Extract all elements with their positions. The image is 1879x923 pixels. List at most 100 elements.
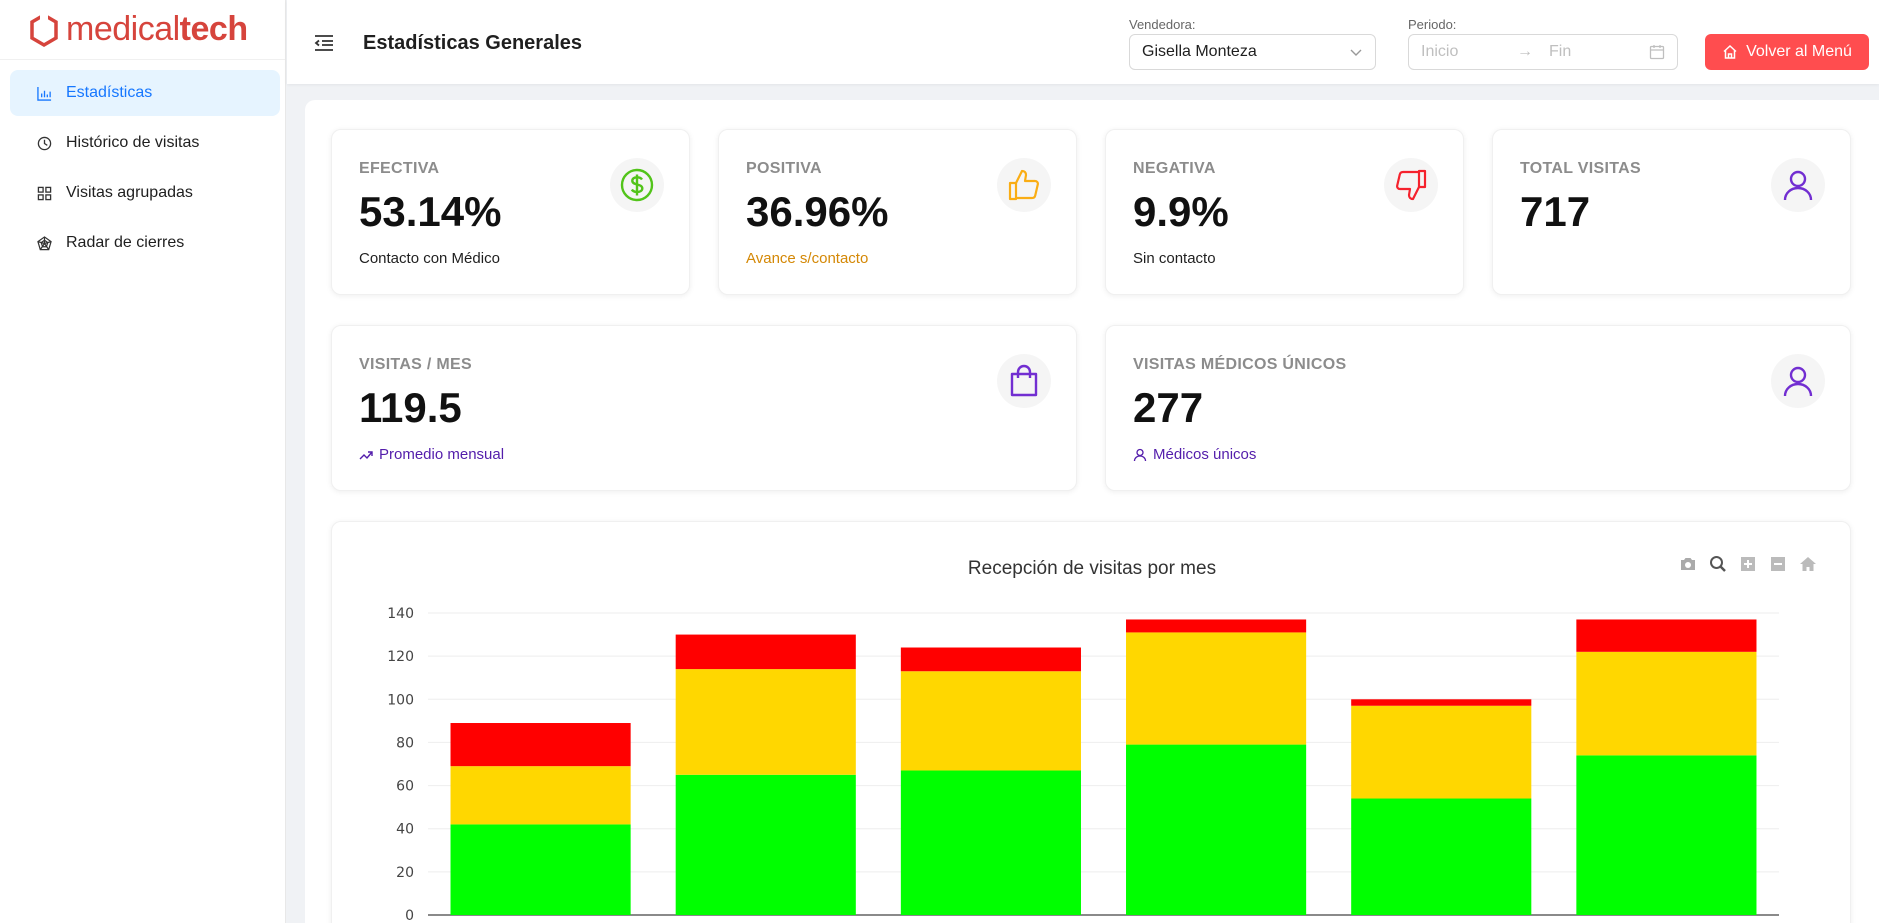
sidebar-item-label: Histórico de visitas [66, 134, 200, 151]
period-end-input[interactable] [1549, 43, 1639, 61]
user-icon [1783, 366, 1813, 397]
calendar-icon[interactable] [1649, 44, 1665, 60]
y-tick-label: 40 [396, 822, 414, 838]
bar-segment-5-1[interactable] [1576, 651, 1757, 756]
chevron-down-icon [1350, 49, 1362, 56]
seller-label: Vendedora: [1129, 17, 1196, 32]
top-header: Estadísticas Generales Vendedora: Gisell… [287, 0, 1879, 84]
thumbs-up-icon [1008, 169, 1039, 201]
chart-toolbar [1678, 554, 1818, 574]
arrow-right-icon: → [1517, 43, 1533, 60]
grid-icon [37, 186, 52, 200]
card-value: 119.5 [359, 384, 462, 431]
home-icon [1723, 44, 1737, 59]
bar-segment-0-1[interactable] [450, 766, 631, 825]
sidebar-item-historico[interactable]: Histórico de visitas [10, 120, 280, 166]
period-start-input[interactable] [1421, 43, 1511, 61]
shopping-bag-icon [1010, 364, 1038, 397]
page-title: Estadísticas Generales [363, 32, 583, 54]
period-range-picker[interactable]: → [1408, 34, 1678, 70]
y-tick-label: 140 [387, 606, 414, 622]
card-total-visitas: TOTAL VISITAS 717 [1492, 129, 1851, 295]
bar-segment-2-0[interactable] [900, 770, 1081, 915]
card-value: 9.9% [1133, 188, 1229, 235]
dollar-circle-icon [620, 168, 654, 202]
radar-icon [37, 235, 52, 250]
card-icon-wrap [1771, 158, 1825, 212]
card-subtitle: Promedio mensual [359, 446, 504, 463]
card-icon-wrap [610, 158, 664, 212]
seller-select[interactable]: Gisella Monteza [1129, 34, 1376, 70]
card-value: 36.96% [746, 188, 889, 235]
card-visitas-mes: VISITAS / MES 119.5 Promedio mensual [331, 325, 1077, 491]
bar-segment-3-0[interactable] [1126, 744, 1307, 915]
card-subtitle: Contacto con Médico [359, 250, 500, 267]
brand-logo[interactable]: medicaltech [0, 0, 285, 60]
card-icon-wrap [1771, 354, 1825, 408]
menu-fold-icon[interactable] [313, 32, 335, 54]
card-label: EFECTIVA [359, 160, 440, 177]
card-value: 277 [1133, 384, 1204, 431]
y-tick-label: 120 [387, 649, 414, 665]
sidebar-item-label: Estadísticas [66, 84, 153, 101]
back-button-label: Volver al Menú [1746, 43, 1852, 60]
bar-segment-3-1[interactable] [1126, 632, 1307, 745]
sidebar-nav: Estadísticas Histórico de visitas Visita… [0, 60, 285, 266]
card-icon-wrap [997, 354, 1051, 408]
bar-segment-2-1[interactable] [900, 671, 1081, 771]
clock-icon [37, 136, 52, 150]
zoom-icon[interactable] [1708, 554, 1728, 574]
bar-segment-2-2[interactable] [900, 647, 1081, 672]
reset-home-icon[interactable] [1798, 554, 1818, 574]
chart-card: Recepción de visitas por mes 0 20 40 60 80 10… [331, 521, 1851, 923]
sidebar-item-label: Radar de cierres [66, 234, 185, 251]
card-value: 53.14% [359, 188, 502, 235]
bar-segment-0-0[interactable] [450, 824, 631, 915]
seller-select-value: Gisella Monteza [1142, 43, 1257, 60]
card-label: VISITAS / MES [359, 356, 472, 373]
brand-name: medicaltech [66, 10, 248, 48]
card-label: VISITAS MÉDICOS ÚNICOS [1133, 356, 1347, 373]
period-label: Periodo: [1408, 17, 1457, 32]
bar-segment-1-1[interactable] [675, 669, 856, 775]
y-tick-label: 60 [396, 779, 414, 795]
bar-segment-5-0[interactable] [1576, 755, 1757, 915]
sidebar-item-estadisticas[interactable]: Estadísticas [10, 70, 280, 116]
card-label: POSITIVA [746, 160, 822, 177]
card-positiva: POSITIVA 36.96% Avance s/contacto [718, 129, 1077, 295]
bar-segment-4-0[interactable] [1351, 798, 1532, 915]
card-subtitle: Sin contacto [1133, 250, 1216, 267]
bar-segment-0-2[interactable] [450, 723, 631, 767]
sidebar-item-agrupadas[interactable]: Visitas agrupadas [10, 170, 280, 216]
card-efectiva: EFECTIVA 53.14% Contacto con Médico [331, 129, 690, 295]
card-subtitle: Avance s/contacto [746, 250, 869, 267]
y-tick-label: 0 [405, 908, 414, 923]
card-negativa: NEGATIVA 9.9% Sin contacto [1105, 129, 1464, 295]
sidebar-item-radar[interactable]: Radar de cierres [10, 220, 280, 266]
zoom-out-icon[interactable] [1768, 554, 1788, 574]
bar-segment-3-2[interactable] [1126, 619, 1307, 633]
card-label: NEGATIVA [1133, 160, 1216, 177]
camera-icon[interactable] [1678, 554, 1698, 574]
user-icon [1783, 170, 1813, 201]
y-tick-label: 80 [396, 735, 414, 751]
card-icon-wrap [997, 158, 1051, 212]
card-label: TOTAL VISITAS [1520, 160, 1641, 177]
bar-segment-5-2[interactable] [1576, 619, 1757, 652]
y-tick-label: 100 [387, 692, 414, 708]
card-value: 717 [1520, 188, 1591, 235]
bar-segment-4-1[interactable] [1351, 705, 1532, 799]
trend-up-icon [359, 450, 373, 459]
back-to-menu-button[interactable]: Volver al Menú [1705, 34, 1869, 70]
sidebar: medicaltech Estadísticas Histórico de vi… [0, 0, 286, 923]
chart-title: Recepción de visitas por mes [967, 558, 1217, 579]
thumbs-down-icon [1396, 169, 1427, 201]
zoom-in-icon[interactable] [1738, 554, 1758, 574]
bar-segment-4-2[interactable] [1351, 699, 1532, 706]
y-tick-label: 20 [396, 865, 414, 881]
bar-segment-1-0[interactable] [675, 774, 856, 915]
chart-plot: 0 20 40 60 80 100 120 140 [387, 606, 1779, 923]
bar-segment-1-2[interactable] [675, 634, 856, 670]
hexagon-logo-icon [30, 11, 58, 47]
card-subtitle: Médicos únicos [1133, 446, 1256, 463]
